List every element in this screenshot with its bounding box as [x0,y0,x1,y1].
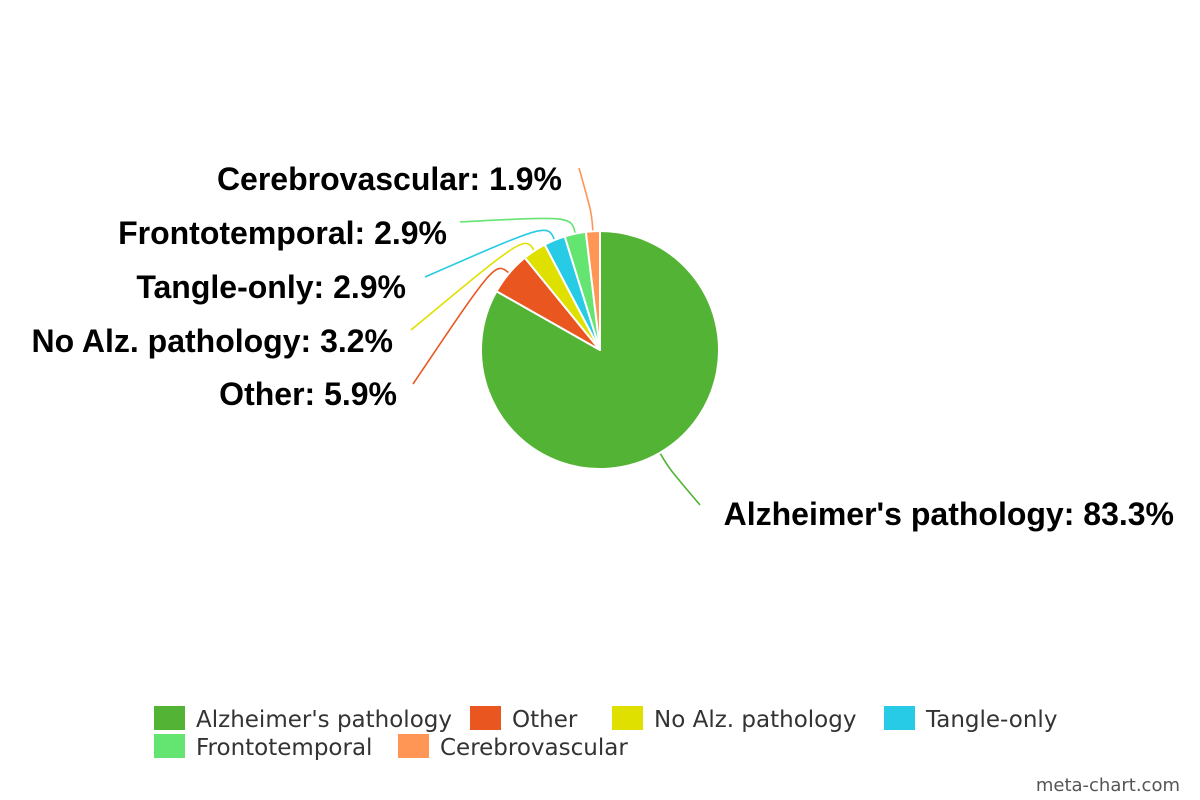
legend-item-frontotemporal[interactable]: Frontotemporal [154,734,372,761]
connector-other [412,267,510,385]
legend-label-alzheimer-s-pathology: Alzheimer's pathology [196,707,452,733]
legend-swatch-alzheimer-s-pathology [154,706,185,730]
data-label-no-alz-pathology: No Alz. pathology: 3.2% [32,323,394,359]
data-label-other: Other: 5.9% [219,376,397,412]
label-connectors [410,167,701,506]
data-label-tangle-only: Tangle-only: 2.9% [136,269,406,305]
legend-item-tangle-only[interactable]: Tangle-only [884,706,1057,733]
connector-frontotemporal [459,217,576,234]
legend-item-other[interactable]: Other [470,706,578,733]
connector-tangle-only [424,229,556,278]
legend-swatch-cerebrovascular [398,734,429,758]
legend-swatch-other [470,706,501,730]
legend-item-alzheimer-s-pathology[interactable]: Alzheimer's pathology [154,706,452,733]
pie-slice-alzheimer-s-pathology[interactable] [480,230,720,470]
watermark-text: meta-chart.com [1036,775,1180,796]
legend: Alzheimer's pathology Other No Alz. pathol… [154,706,1057,761]
legend-item-cerebrovascular[interactable]: Cerebrovascular [398,734,628,761]
slice-labels: Alzheimer's pathology: 83.3% Other: 5.9% N… [32,161,1175,532]
connector-alzheimer-s-pathology [659,452,701,506]
legend-swatch-frontotemporal [154,734,185,758]
legend-label-frontotemporal: Frontotemporal [196,735,372,761]
data-label-alzheimer-s-pathology: Alzheimer's pathology: 83.3% [724,496,1174,532]
legend-label-other: Other [512,707,578,733]
pie-slices [480,230,720,470]
data-label-frontotemporal: Frontotemporal: 2.9% [118,215,447,251]
data-label-cerebrovascular: Cerebrovascular: 1.9% [217,161,562,197]
legend-swatch-no-alz-pathology [612,706,643,730]
connector-cerebrovascular [578,167,594,232]
legend-label-no-alz-pathology: No Alz. pathology [654,707,856,733]
legend-swatch-tangle-only [884,706,915,730]
legend-label-tangle-only: Tangle-only [925,707,1057,733]
legend-label-cerebrovascular: Cerebrovascular [440,735,628,761]
connector-no-alz-pathology [410,242,536,331]
pie-slice-cerebrovascular[interactable] [584,230,601,351]
legend-item-no-alz-pathology[interactable]: No Alz. pathology [612,706,856,733]
